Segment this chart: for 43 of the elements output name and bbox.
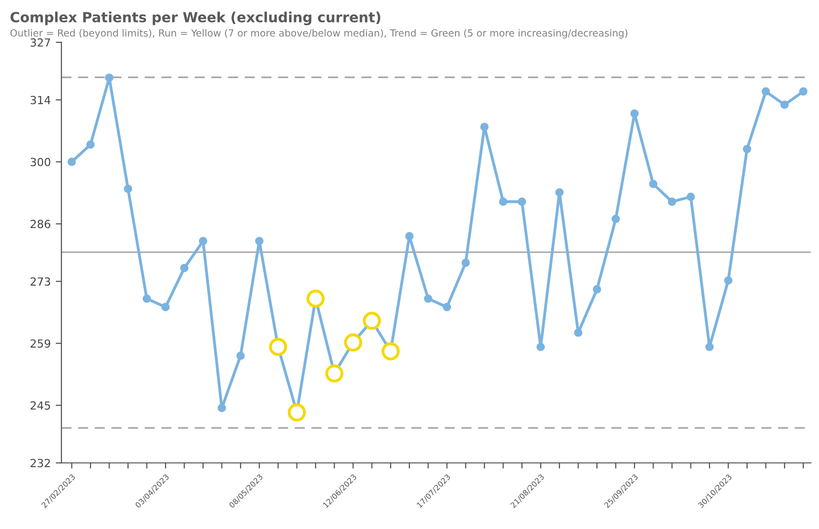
point [180, 264, 188, 272]
point [236, 352, 245, 360]
point [799, 87, 808, 96]
point [499, 198, 508, 206]
point [724, 276, 732, 285]
point [649, 180, 658, 188]
y-tick-label: 232 [30, 458, 50, 468]
point [592, 285, 602, 294]
point [705, 342, 714, 352]
point [68, 158, 76, 166]
point [198, 236, 208, 246]
point [142, 294, 151, 303]
point [780, 100, 789, 109]
point [86, 140, 95, 149]
y-tick-label: 286 [30, 220, 50, 228]
y-tick-label: 327 [30, 38, 50, 47]
point [536, 342, 545, 352]
point [218, 404, 226, 412]
point [442, 302, 452, 312]
chart-title: Complex Patients per Week (excluding current) [10, 12, 380, 26]
chart-subtitle: Outlier = Red (beyond limits), Run = Yellow (7 or more above/below median), Trend = Green (5 or more increasing/decreasing) [10, 29, 628, 39]
point [461, 258, 470, 267]
point [762, 87, 770, 96]
point [424, 294, 432, 303]
point [555, 188, 564, 197]
y-tick-label: 245 [30, 401, 50, 410]
y-tick-label: 259 [30, 339, 50, 348]
y-tick-label: 273 [30, 277, 50, 286]
point [668, 198, 676, 206]
point [124, 184, 132, 194]
point [686, 192, 695, 201]
point [574, 328, 582, 337]
point [105, 74, 114, 82]
point [742, 144, 752, 154]
point [630, 109, 639, 118]
point [255, 236, 264, 246]
point [518, 198, 526, 206]
point [161, 302, 170, 312]
point [612, 214, 620, 224]
y-tick-label: 314 [30, 96, 50, 104]
point [480, 122, 489, 132]
point [405, 232, 414, 240]
y-tick-label: 300 [30, 158, 50, 166]
